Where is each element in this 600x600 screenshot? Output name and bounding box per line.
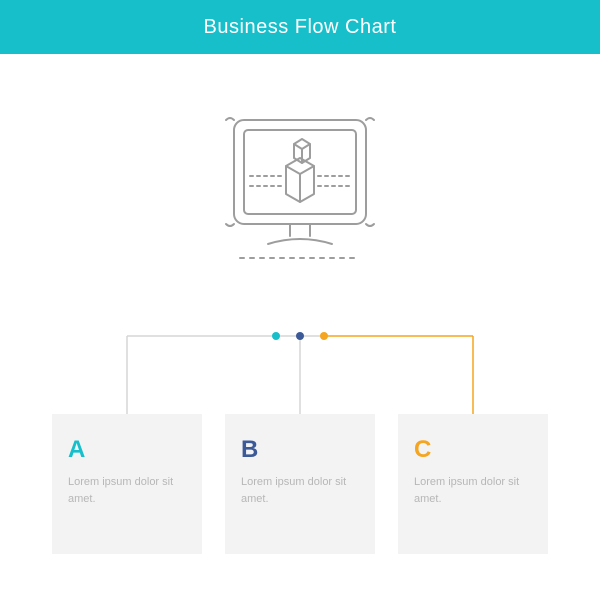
card-c: C Lorem ipsum dolor sit amet.	[398, 414, 548, 554]
header-title: Business Flow Chart	[204, 16, 397, 39]
monitor-3d-box-icon	[190, 84, 410, 304]
card-body-c: Lorem ipsum dolor sit amet.	[414, 474, 536, 507]
card-letter-b: B	[241, 436, 363, 464]
main-icon-area	[0, 54, 600, 334]
connector-lines	[0, 328, 600, 418]
card-a: A Lorem ipsum dolor sit amet.	[52, 414, 202, 554]
card-b: B Lorem ipsum dolor sit amet.	[225, 414, 375, 554]
header-banner: Business Flow Chart	[0, 0, 600, 54]
cards-row: A Lorem ipsum dolor sit amet. B Lorem ip…	[0, 414, 600, 554]
card-letter-c: C	[414, 436, 536, 464]
card-body-a: Lorem ipsum dolor sit amet.	[68, 474, 190, 507]
card-body-b: Lorem ipsum dolor sit amet.	[241, 474, 363, 507]
card-letter-a: A	[68, 436, 190, 464]
